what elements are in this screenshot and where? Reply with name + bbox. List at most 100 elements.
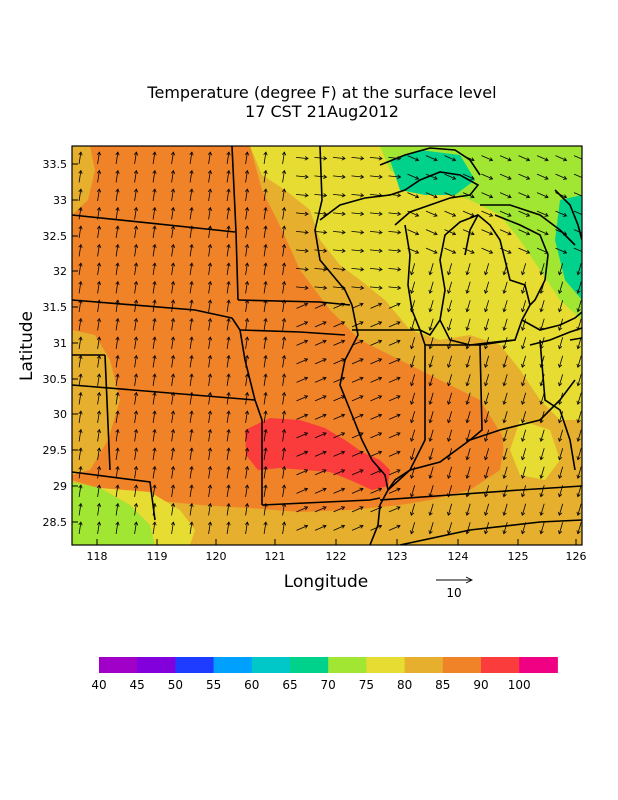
wind-arrow-head (133, 484, 139, 489)
wind-arrow-head (115, 502, 120, 507)
wind-arrow (558, 466, 564, 479)
wind-arrow-head (521, 419, 526, 424)
colorbar-label: 45 (130, 678, 145, 692)
wind-arrow-head (502, 419, 507, 424)
wind-arrow-head (281, 447, 287, 452)
wind-arrow-head (226, 391, 231, 396)
wind-arrow-head (152, 373, 157, 378)
wind-arrow (115, 466, 119, 479)
wind-arrow-head (226, 280, 231, 285)
wind-arrow (540, 448, 545, 460)
wind-arrow (78, 522, 82, 534)
wind-arrow (314, 432, 327, 439)
wind-arrow (282, 411, 285, 423)
wind-arrow (295, 231, 309, 233)
wind-arrow (484, 485, 490, 497)
wind-arrow-head (133, 151, 139, 156)
wind-arrow (369, 212, 383, 215)
wind-arrow-head (465, 474, 470, 479)
wind-arrow (388, 212, 401, 215)
wind-arrow (226, 485, 230, 497)
wind-arrow (484, 448, 490, 460)
wind-arrow (282, 392, 285, 405)
wind-arrow (518, 210, 530, 217)
wind-arrow (444, 173, 456, 180)
wind-arrow (295, 175, 309, 178)
y-axis-title: Latitude (17, 311, 37, 381)
wind-arrow-head (359, 376, 364, 381)
wind-arrow (97, 244, 100, 257)
border-sd-ne (72, 214, 236, 233)
wind-arrow-head (562, 175, 568, 180)
wind-arrow (518, 173, 530, 180)
wind-arrow (245, 503, 248, 516)
wind-arrow (429, 318, 434, 331)
wind-arrow-head (78, 280, 83, 285)
wind-arrow-head (207, 391, 213, 396)
wind-arrow-head (304, 285, 309, 290)
plot-frame (71, 145, 583, 546)
x-tick-label: 125 (508, 550, 529, 563)
wind-arrow (115, 244, 119, 257)
wind-arrow-head (226, 484, 231, 489)
wind-arrow (263, 318, 267, 331)
wind-arrow-head (133, 336, 139, 341)
wind-arrow (314, 231, 327, 233)
wind-arrow (295, 194, 309, 196)
wind-arrow-head (78, 502, 83, 507)
wind-arrow-head (410, 456, 415, 461)
wind-arrow-head (488, 212, 494, 217)
wind-arrow (466, 429, 471, 442)
wind-arrow-head (207, 484, 213, 489)
wind-arrow (115, 411, 119, 423)
wind-arrow-head (397, 285, 402, 290)
wind-arrow-head (263, 151, 268, 156)
wind-arrow-head (447, 382, 452, 387)
wind-arrow-head (96, 465, 102, 470)
wind-arrow-head (263, 243, 268, 248)
wind-arrow (97, 318, 100, 331)
wind-arrow (521, 300, 527, 312)
wind-arrow (577, 318, 582, 331)
wind-arrow (282, 355, 285, 368)
wind-arrow-head (133, 169, 139, 174)
wind-arrow (208, 152, 211, 164)
colorbar-label: 40 (91, 678, 106, 692)
wind-arrow-head (521, 308, 526, 313)
wind-arrow (558, 263, 564, 275)
temperature-field (72, 146, 582, 545)
wind-arrow-head (507, 194, 512, 199)
wind-arrow (97, 503, 100, 516)
wind-arrow-head (396, 487, 401, 492)
wind-arrow-head (340, 339, 346, 344)
wind-arrow (282, 263, 285, 275)
wind-arrow-head (558, 474, 563, 479)
wind-arrow-head (410, 437, 415, 442)
wind-arrow-head (576, 530, 581, 535)
wind-arrow (134, 411, 137, 423)
wind-arrow-head (78, 317, 83, 322)
wind-arrow-head (226, 317, 231, 322)
wind-arrow-head (428, 400, 433, 405)
wind-arrow (388, 321, 401, 328)
wind-arrow-head (465, 289, 470, 294)
wind-arrow-head (544, 231, 549, 236)
wind-arrow (152, 226, 156, 238)
reference-vector (436, 576, 474, 584)
wind-arrow (369, 286, 383, 289)
wind-arrow (97, 429, 100, 442)
wind-arrow (536, 210, 549, 217)
wind-arrow (370, 377, 382, 383)
wind-arrow (263, 281, 267, 294)
wind-arrow (171, 429, 174, 442)
wind-arrow (521, 448, 527, 460)
wind-arrow (226, 429, 230, 442)
wind-arrow (226, 411, 230, 423)
wind-arrow (573, 210, 582, 216)
wind-arrow (369, 268, 383, 270)
wind-arrow (447, 281, 453, 294)
wind-arrow (152, 189, 156, 201)
wind-arrow (388, 451, 401, 457)
wind-arrow-head (521, 530, 526, 535)
wind-arrow-head (303, 395, 309, 400)
